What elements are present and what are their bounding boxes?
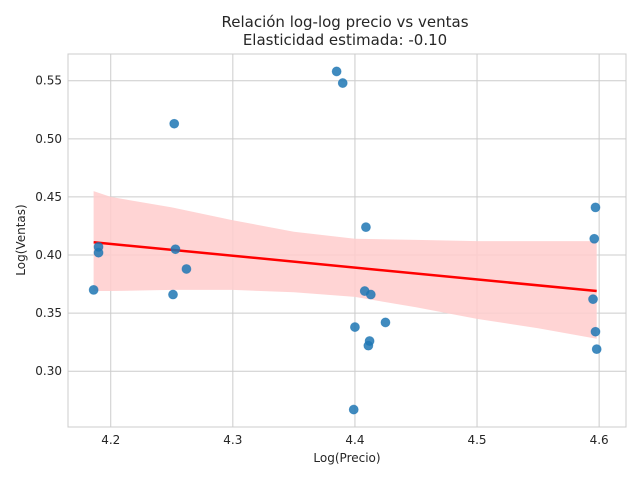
chart-title: Relación log-log precio vs ventas: [221, 13, 468, 31]
y-tick-label: 0.50: [35, 132, 62, 146]
confidence-band: [93, 191, 597, 339]
y-axis-label: Log(Ventas): [14, 204, 28, 275]
data-point: [361, 222, 371, 233]
data-point: [380, 317, 391, 328]
data-point: [590, 326, 601, 337]
x-tick-label: 4.4: [345, 433, 364, 447]
y-tick-labels: 0.30 0.35 0.40 0.45 0.50 0.55: [35, 74, 62, 378]
data-point: [168, 289, 178, 300]
data-point: [591, 344, 602, 355]
data-point: [93, 247, 104, 258]
data-point: [364, 336, 375, 346]
x-tick-label: 4.3: [223, 433, 242, 447]
data-point: [590, 202, 601, 213]
data-points: [88, 66, 602, 415]
chart-subtitle: Elasticidad estimada: -0.10: [243, 31, 447, 49]
y-tick-label: 0.45: [35, 190, 62, 204]
x-axis-label: Log(Precio): [313, 451, 380, 465]
data-point: [170, 244, 181, 255]
y-tick-label: 0.30: [35, 364, 62, 378]
x-tick-labels: 4.2 4.3 4.4 4.5 4.6: [101, 433, 608, 447]
data-point: [348, 404, 359, 415]
data-point: [88, 284, 99, 295]
confidence-band-area: [93, 191, 597, 339]
data-point: [365, 289, 376, 300]
data-point: [331, 66, 342, 77]
data-point: [350, 322, 360, 332]
data-point: [589, 233, 600, 244]
grid-lines: [68, 54, 626, 427]
y-tick-label: 0.35: [35, 306, 62, 320]
y-tick-label: 0.40: [35, 248, 62, 262]
x-tick-label: 4.6: [590, 433, 609, 447]
y-tick-label: 0.55: [35, 74, 62, 88]
data-point: [588, 294, 598, 305]
data-point: [337, 78, 348, 88]
x-tick-label: 4.5: [467, 433, 486, 447]
x-tick-label: 4.2: [101, 433, 120, 447]
data-point: [169, 118, 180, 129]
data-point: [181, 264, 192, 274]
plot-frame: [67, 53, 627, 428]
